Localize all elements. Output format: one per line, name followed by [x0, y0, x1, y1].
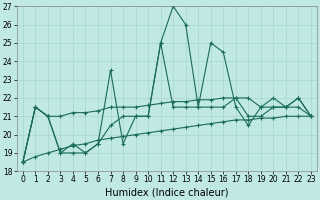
X-axis label: Humidex (Indice chaleur): Humidex (Indice chaleur): [105, 187, 229, 197]
